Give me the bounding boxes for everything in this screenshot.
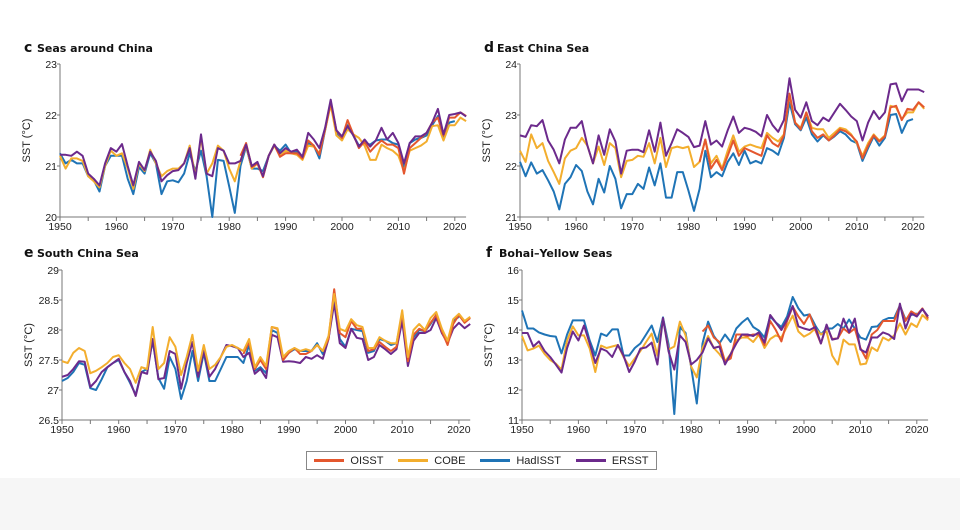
x-tick-label: 1950 <box>48 221 72 233</box>
y-axis-label: SST (°C) <box>21 119 33 163</box>
x-tick-label: 1980 <box>680 424 704 436</box>
legend: OISST COBE HadISST ERSST <box>306 451 657 470</box>
series-line-hadisst <box>59 101 456 218</box>
x-tick-label: 1990 <box>277 424 301 436</box>
y-tick-label: 27.5 <box>39 355 60 367</box>
x-tick-label: 2020 <box>443 221 467 233</box>
panel-title: Seas around China <box>37 42 153 55</box>
legend-item-cobe: COBE <box>398 455 465 467</box>
y-tick-label: 14 <box>507 325 519 337</box>
x-tick-label: 2020 <box>901 221 925 233</box>
x-tick-label: 2020 <box>447 424 471 436</box>
x-tick-label: 1980 <box>677 221 701 233</box>
x-tick-label: 1980 <box>220 424 244 436</box>
x-tick-label: 2020 <box>905 424 929 436</box>
y-tick-label: 22 <box>45 110 57 122</box>
y-tick-label: 23 <box>505 110 517 122</box>
panel-e: e South China Sea 26.5 27 27.5 28 28.5 29 1950 19… <box>23 245 471 436</box>
x-tick-label: 2010 <box>845 221 869 233</box>
y-axis-label: SST (°C) <box>481 119 493 163</box>
y-tick-label: 27 <box>47 385 59 397</box>
x-tick-label: 2000 <box>330 221 354 233</box>
legend-item-hadisst: HadISST <box>480 455 561 467</box>
x-tick-label: 1960 <box>564 221 588 233</box>
y-axis-label: SST (°C) <box>483 323 495 367</box>
x-tick-label: 1950 <box>50 424 74 436</box>
series-line-ersst <box>519 77 925 175</box>
x-tick-label: 1970 <box>164 424 188 436</box>
series-line-cobe <box>521 314 929 379</box>
x-tick-label: 2010 <box>391 424 415 436</box>
panel-letter: c <box>24 40 32 56</box>
x-tick-label: 2000 <box>792 424 816 436</box>
x-tick-label: 2010 <box>849 424 873 436</box>
y-tick-label: 28.5 <box>39 295 60 307</box>
y-tick-label: 15 <box>507 295 519 307</box>
panel-title: South China Sea <box>37 247 139 260</box>
y-tick-label: 22 <box>505 161 517 173</box>
series-line-hadisst <box>519 101 914 212</box>
x-tick-label: 1980 <box>218 221 242 233</box>
x-tick-label: 1990 <box>733 221 757 233</box>
panel-f: f Bohai–Yellow Seas 11 12 13 14 15 16 1950 1960 19… <box>483 245 929 436</box>
x-tick-label: 1990 <box>274 221 298 233</box>
y-tick-label: 16 <box>507 265 519 277</box>
x-tick-label: 2010 <box>387 221 411 233</box>
y-tick-label: 29 <box>47 265 59 277</box>
y-tick-label: 20 <box>45 212 57 224</box>
panel-c: c Seas around China 20 21 22 23 1950 1960 1970 19… <box>21 40 467 233</box>
series-line-ersst <box>61 302 471 397</box>
panel-letter: f <box>486 245 493 261</box>
panel-letter: e <box>24 245 34 261</box>
y-tick-label: 21 <box>45 161 57 173</box>
y-tick-label: 11 <box>508 415 519 427</box>
series-line-hadisst <box>61 296 460 400</box>
legend-item-oisst: OISST <box>314 455 383 467</box>
series-line-ersst <box>522 302 929 374</box>
panel-title: East China Sea <box>497 42 589 55</box>
legend-label: OISST <box>350 454 384 467</box>
legend-swatch-hadisst <box>480 459 511 462</box>
panel-letter: d <box>484 40 494 56</box>
x-tick-label: 2000 <box>334 424 358 436</box>
y-axis-label: SST (°C) <box>23 323 35 367</box>
x-tick-label: 1950 <box>508 221 532 233</box>
series-line-ersst <box>60 98 467 187</box>
y-tick-label: 28 <box>47 325 59 337</box>
panel-d: d East China Sea 21 22 23 24 1950 1960 1970 1980 1… <box>481 40 925 233</box>
series-line-cobe <box>61 293 471 384</box>
x-tick-label: 1960 <box>567 424 591 436</box>
series-line-oisst <box>239 101 467 179</box>
series-line-oisst <box>698 92 925 172</box>
panel-title: Bohai–Yellow Seas <box>499 247 613 260</box>
y-tick-label: 12 <box>507 385 519 397</box>
legend-swatch-oisst <box>314 459 345 462</box>
y-tick-label: 24 <box>505 59 517 71</box>
x-tick-label: 1970 <box>621 221 645 233</box>
legend-label: COBE <box>434 454 466 467</box>
legend-item-ersst: ERSST <box>575 454 649 467</box>
legend-label: HadISST <box>516 454 561 467</box>
x-tick-label: 1960 <box>105 221 129 233</box>
legend-swatch-cobe <box>398 459 429 462</box>
y-tick-label: 21 <box>505 212 517 224</box>
x-tick-label: 1990 <box>736 424 760 436</box>
bottom-band <box>0 478 960 530</box>
x-tick-label: 1950 <box>510 424 534 436</box>
x-tick-label: 2000 <box>789 221 813 233</box>
legend-swatch-ersst <box>575 459 606 462</box>
y-tick-label: 13 <box>507 355 519 367</box>
x-tick-label: 1970 <box>161 221 185 233</box>
y-tick-label: 26.5 <box>39 415 60 427</box>
x-tick-label: 1960 <box>107 424 131 436</box>
y-tick-label: 23 <box>45 59 57 71</box>
legend-label: ERSST <box>611 454 649 467</box>
x-tick-label: 1970 <box>623 424 647 436</box>
